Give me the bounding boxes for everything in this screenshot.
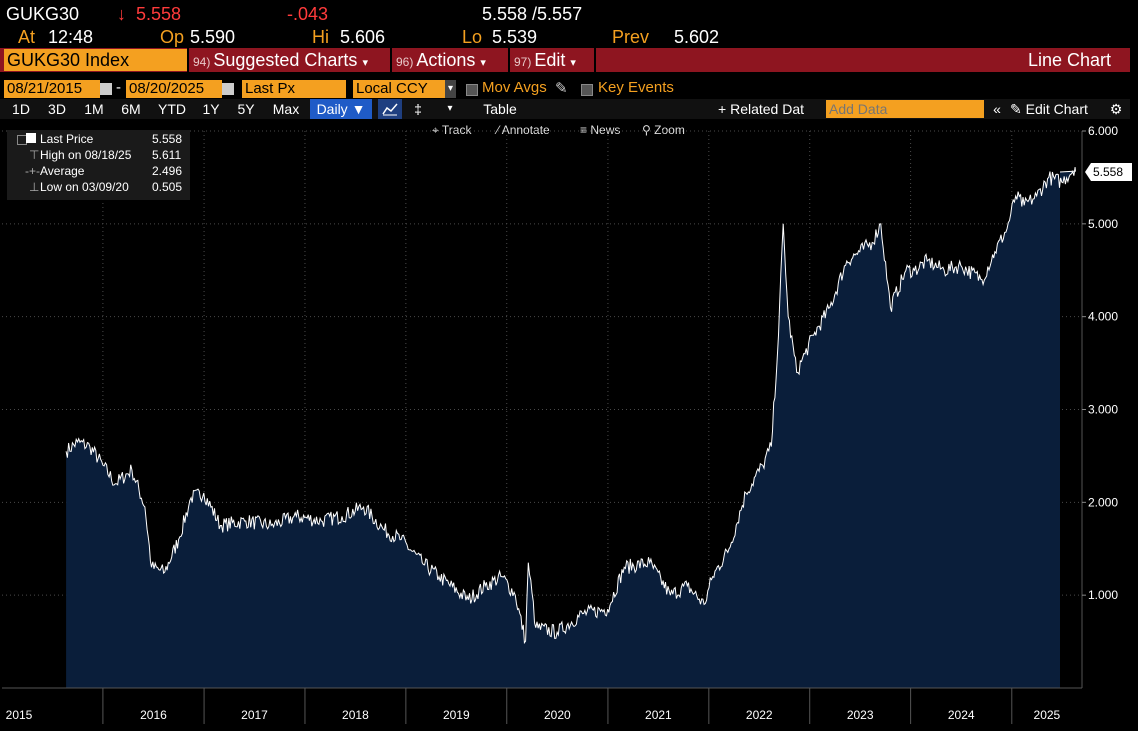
y-tick-label: 4.000 [1088,310,1118,324]
annotate-tool[interactable]: ⁄ Annotate [497,123,550,137]
x-tick-label: 2020 [544,708,571,722]
x-tick-label: 2024 [948,708,975,722]
range-1m-button[interactable]: 1M [84,101,104,117]
mov-avgs-checkbox[interactable] [466,84,478,96]
news-icon: ≡ [580,123,588,137]
crosshair-icon: ⌖ [432,123,439,137]
legend-low: ⊥ Low on 03/09/20 0.505 [29,180,183,194]
prev-label: Prev [612,27,650,47]
x-tick-label: 2015 [6,708,33,722]
edit-chart-button[interactable]: ✎ Edit Chart [1010,101,1088,117]
y-tick-label: 3.000 [1088,403,1118,417]
calendar-icon[interactable] [222,83,234,95]
price-line [65,167,1076,645]
legend-high: ⊤ High on 08/18/25 5.611 [29,148,182,162]
related-data-button[interactable]: + Related Dat [718,101,805,117]
ticker-symbol: GUKG30 [6,4,80,24]
annotate-icon: ⁄ [497,123,500,137]
date-separator: - [116,79,121,96]
series-swatch-icon [26,133,36,143]
collapse-icon[interactable]: « [993,101,1001,117]
track-tool[interactable]: ⌖ Track [432,123,472,137]
chevron-down-icon[interactable]: ▾ [447,103,453,114]
period-select[interactable]: Daily ▼ [310,99,372,119]
pencil-icon[interactable]: ✎ [555,80,568,97]
menu-bar: 94) Suggested Charts ▾ 96) Actions ▾ 97) Ed… [0,48,1130,72]
high-value: 5.606 [340,27,386,47]
at-label: At [18,27,36,47]
open-value: 5.590 [190,27,236,47]
range-3d-button[interactable]: 3D [48,101,66,117]
table-button[interactable]: Table [483,101,517,117]
price-chart[interactable]: 1.000 2.000 3.000 4.000 5.000 6.000 2015 2016 2… [0,120,1138,731]
start-date-field[interactable]: 08/21/2015 [4,80,100,98]
bar-chart-icon[interactable]: ‡ [414,101,422,117]
average-marker-icon: -+- [25,164,40,178]
last-price-axis-label: 5.558 [1093,165,1123,179]
suggested-charts-menu[interactable]: 94) Suggested Charts ▾ [193,50,368,70]
plus-icon: + [718,101,727,117]
add-data-input[interactable] [826,100,984,118]
key-events-label: Key Events [598,79,674,96]
prev-value: 5.602 [674,27,720,47]
range-1d-button[interactable]: 1D [12,101,30,117]
last-price-marker [1085,163,1132,182]
y-tick-label: 2.000 [1088,495,1118,509]
high-marker-icon: ⊤ [29,148,40,162]
edit-menu[interactable]: 97) Edit ▾ [514,50,576,70]
range-6m-button[interactable]: 6M [121,101,141,117]
x-tick-label: 2018 [342,708,369,722]
zoom-tool[interactable]: ⚲ Zoom [642,123,685,137]
y-tick-label: 1.000 [1088,588,1118,602]
end-date-field[interactable]: 08/20/2025 [126,80,222,98]
down-arrow-icon: ↓ [117,4,126,24]
range-5y-button[interactable]: 5Y [237,101,255,117]
y-tick-label: 5.000 [1088,217,1118,231]
calendar-icon[interactable] [100,83,112,95]
chevron-down-icon[interactable]: ▾ [445,80,456,98]
currency-select[interactable]: Local CCY [353,80,445,98]
y-tick-label: 6.000 [1088,124,1118,138]
price-area [66,167,1076,689]
x-tick-label: 2016 [140,708,167,722]
range-max-button[interactable]: Max [272,101,300,117]
x-tick-label: 2022 [746,708,773,722]
pencil-icon: ✎ [1010,101,1022,117]
mov-avgs-label: Mov Avgs [482,79,547,96]
net-change: -.043 [287,4,329,24]
range-1y-button[interactable]: 1Y [202,101,220,117]
open-label: Op [160,27,185,47]
x-tick-label: 2017 [241,708,268,722]
legend-average: -+- Average 2.496 [25,164,183,178]
low-marker-icon: ⊥ [29,180,40,194]
x-tick-label: 2021 [645,708,672,722]
news-tool[interactable]: ≡ News [580,123,621,137]
chart-type-label: Line Chart [1028,50,1112,70]
x-tick-label: 2025 [1034,708,1061,722]
price-field-select[interactable]: Last Px [242,80,346,98]
range-ytd-button[interactable]: YTD [158,101,186,117]
x-tick-label: 2019 [443,708,470,722]
high-label: Hi [312,27,329,47]
actions-menu[interactable]: 96) Actions ▾ [396,50,486,70]
gear-icon[interactable]: ⚙ [1109,101,1123,117]
quote-time: 12:48 [48,27,94,47]
low-value: 5.539 [492,27,538,47]
legend-last-price: Last Price 5.558 [7,131,190,147]
key-events-checkbox[interactable] [581,84,593,96]
bid-ask: 5.558 /5.557 [482,4,583,24]
low-label: Lo [462,27,483,47]
last-price: 5.558 [136,4,182,24]
x-tick-label: 2023 [847,708,874,722]
zoom-icon: ⚲ [642,123,651,137]
security-field[interactable]: GUKG30 Index [4,49,187,71]
line-chart-icon[interactable] [378,99,402,119]
chart-legend: Last Price 5.558 ⊤ High on 08/18/25 5.611 … [7,130,190,200]
